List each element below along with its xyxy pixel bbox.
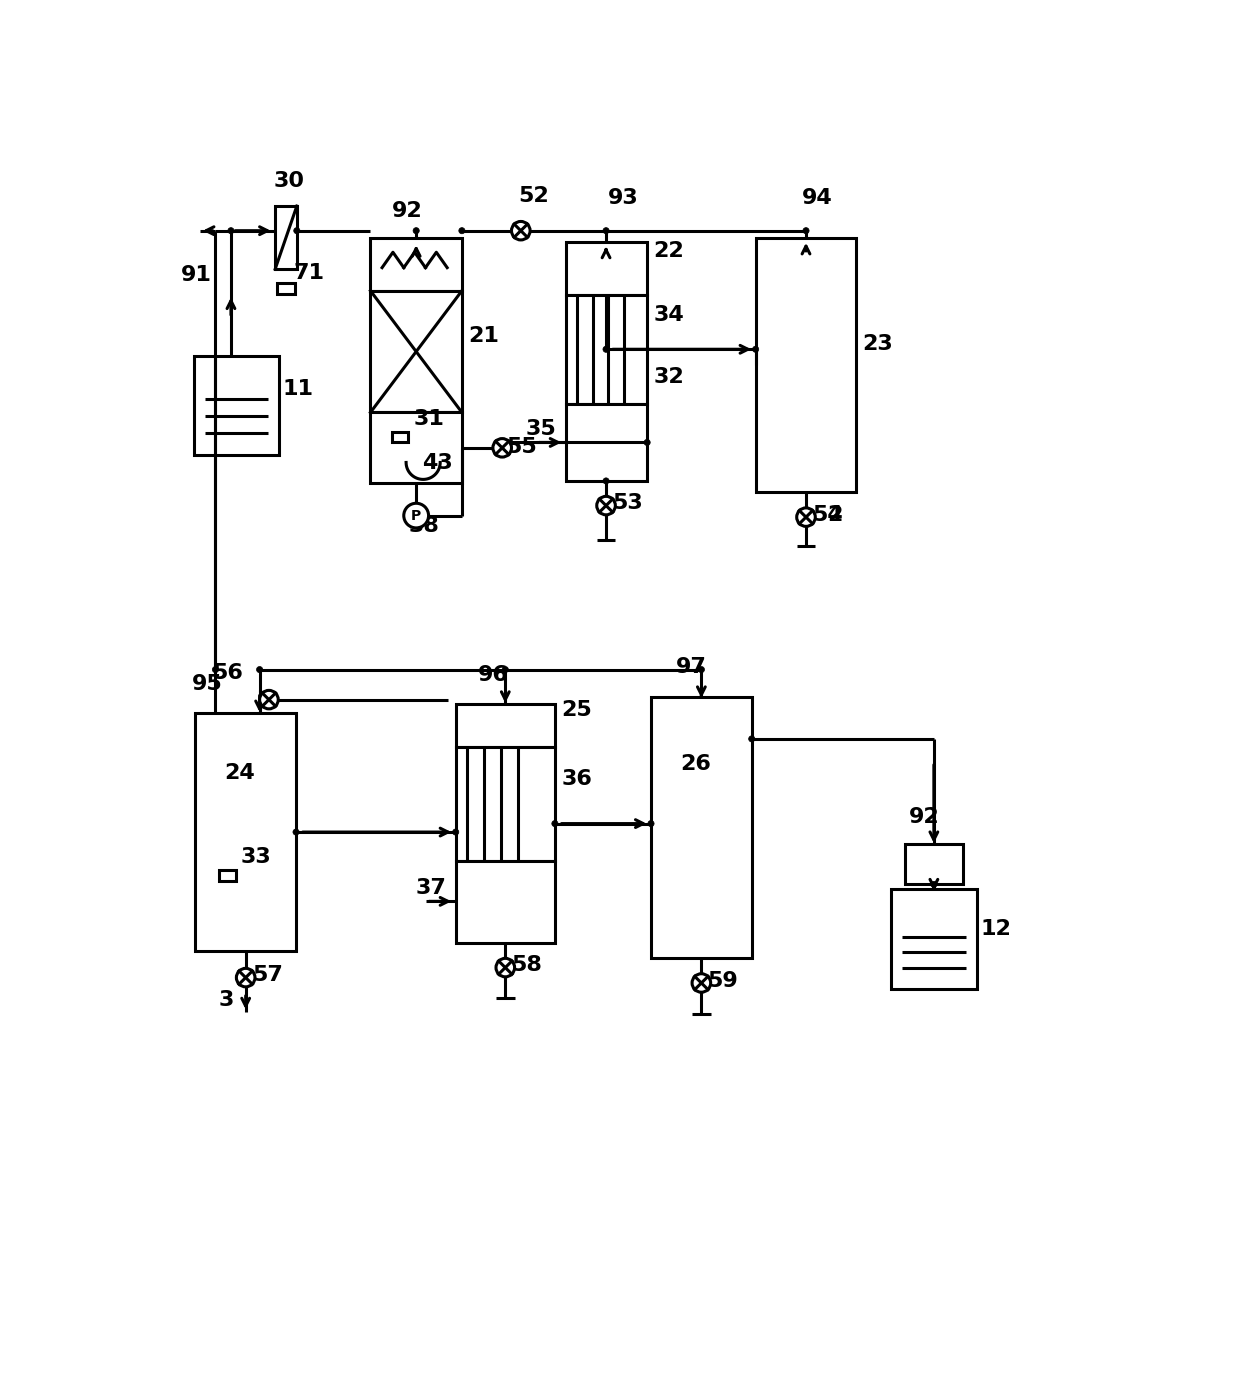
- Bar: [565, 242, 647, 295]
- Text: 33: 33: [241, 847, 272, 868]
- Circle shape: [603, 227, 609, 234]
- Bar: [196, 713, 296, 950]
- Text: 94: 94: [802, 187, 833, 208]
- Text: 93: 93: [608, 187, 639, 208]
- Bar: [456, 861, 556, 943]
- Bar: [565, 295, 647, 403]
- Bar: [456, 746, 556, 861]
- Circle shape: [502, 666, 508, 673]
- Circle shape: [698, 666, 704, 673]
- Text: 55: 55: [506, 437, 537, 457]
- Bar: [392, 432, 408, 442]
- Text: 11: 11: [283, 379, 314, 398]
- Circle shape: [293, 829, 299, 834]
- Circle shape: [596, 496, 615, 515]
- Text: 30: 30: [274, 171, 305, 190]
- Circle shape: [749, 735, 755, 742]
- Bar: [371, 238, 463, 291]
- Circle shape: [459, 227, 465, 234]
- Circle shape: [453, 829, 459, 834]
- Text: 32: 32: [653, 368, 684, 387]
- Text: 36: 36: [560, 768, 591, 789]
- Bar: [219, 870, 237, 880]
- Circle shape: [496, 958, 515, 976]
- Circle shape: [259, 690, 278, 709]
- Bar: [755, 238, 857, 493]
- Text: 56: 56: [212, 662, 243, 683]
- Text: 92: 92: [909, 807, 940, 828]
- Circle shape: [228, 227, 234, 234]
- Circle shape: [404, 503, 429, 527]
- Bar: [892, 890, 977, 989]
- Text: 12: 12: [981, 918, 1012, 939]
- Text: 54: 54: [812, 505, 843, 525]
- Text: 59: 59: [708, 971, 738, 990]
- Text: 97: 97: [676, 657, 707, 677]
- Text: 23: 23: [863, 333, 893, 354]
- Circle shape: [237, 968, 255, 987]
- Bar: [193, 357, 279, 454]
- Text: 91: 91: [181, 264, 212, 285]
- Circle shape: [804, 227, 808, 234]
- Text: 25: 25: [560, 700, 591, 720]
- Circle shape: [552, 821, 558, 826]
- Bar: [371, 291, 463, 412]
- Text: 21: 21: [469, 326, 498, 346]
- Circle shape: [753, 346, 759, 353]
- Bar: [275, 207, 296, 269]
- Bar: [565, 403, 647, 481]
- Text: 22: 22: [653, 241, 684, 262]
- Text: 53: 53: [613, 493, 644, 514]
- Text: 38: 38: [408, 515, 439, 536]
- Text: 58: 58: [511, 956, 542, 975]
- Text: 92: 92: [392, 201, 423, 222]
- Text: P: P: [410, 508, 422, 523]
- Text: 34: 34: [653, 306, 684, 325]
- Circle shape: [692, 974, 711, 993]
- Text: 57: 57: [252, 965, 283, 986]
- Text: 3: 3: [218, 990, 234, 1009]
- Circle shape: [603, 346, 609, 353]
- Text: 24: 24: [224, 763, 255, 782]
- Circle shape: [644, 439, 650, 446]
- Bar: [371, 412, 463, 483]
- Circle shape: [931, 881, 937, 888]
- Bar: [456, 704, 556, 746]
- Text: 95: 95: [191, 675, 222, 694]
- Text: 52: 52: [518, 186, 549, 207]
- Text: 31: 31: [413, 409, 444, 430]
- Text: 2: 2: [828, 505, 843, 525]
- Text: 96: 96: [477, 665, 508, 684]
- Circle shape: [797, 508, 816, 526]
- Circle shape: [257, 666, 263, 673]
- Text: 43: 43: [422, 453, 453, 474]
- Text: 71: 71: [294, 263, 325, 284]
- Circle shape: [511, 222, 529, 240]
- Circle shape: [294, 227, 300, 234]
- Bar: [905, 844, 963, 884]
- Circle shape: [413, 227, 419, 234]
- Circle shape: [212, 666, 218, 673]
- Circle shape: [647, 821, 655, 826]
- Bar: [651, 697, 751, 958]
- Circle shape: [492, 439, 511, 457]
- Circle shape: [603, 478, 609, 485]
- Text: 35: 35: [526, 419, 557, 439]
- Bar: [277, 284, 295, 293]
- Text: 37: 37: [415, 877, 446, 898]
- Text: 26: 26: [681, 753, 712, 774]
